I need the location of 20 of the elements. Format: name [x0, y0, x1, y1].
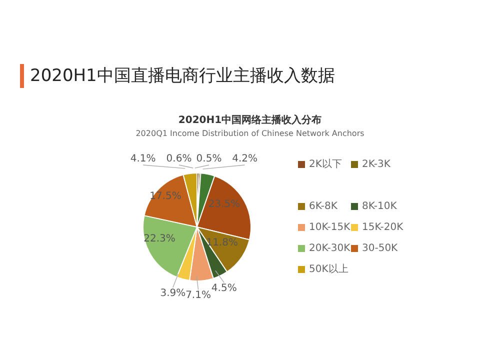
legend-label: 50K以上	[309, 262, 348, 276]
data-label: 0.5%	[196, 154, 222, 164]
data-label: 4.2%	[232, 154, 258, 164]
legend-label: 20K-30K	[309, 242, 350, 254]
chart-title: 2020H1中国直播电商行业主播收入数据	[30, 65, 335, 88]
legend-label: 15K-20K	[362, 222, 404, 232]
data-label: 0.6%	[166, 154, 192, 164]
data-label: 4.5%	[211, 283, 237, 294]
data-label: 7.1%	[186, 290, 211, 302]
data-label: 3.9%	[160, 288, 186, 299]
legend-label: 10K-15K	[309, 222, 350, 232]
legend-label: 2K-3K	[362, 158, 390, 170]
chart-subtitle: 2020H1中国网络主播收入分布	[177, 113, 323, 127]
legend-label: 2K以下	[309, 158, 342, 171]
data-label: 4.1%	[130, 154, 156, 164]
data-label: 23.5%	[208, 198, 240, 210]
legend-label: 30-50K	[362, 242, 398, 254]
text: 2020Q1 Income Distribution of Chinese Network Anchors	[134, 129, 366, 138]
legend-label: 8K-10K	[362, 200, 397, 212]
legend-label: 6K-8K	[309, 200, 338, 212]
